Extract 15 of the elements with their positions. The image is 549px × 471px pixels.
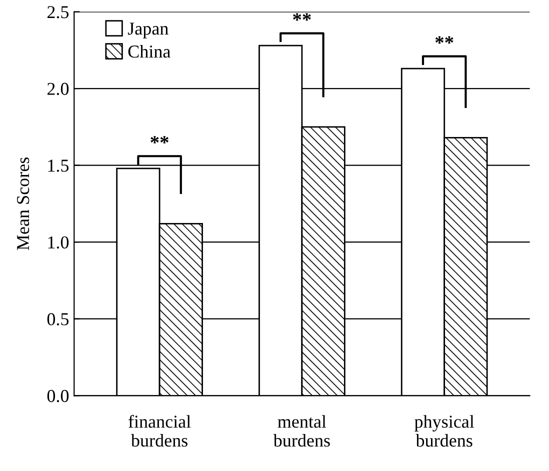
y-tick-label: 2.5 [47, 6, 69, 18]
y-tick-label: 0.5 [47, 313, 69, 326]
y-tick-label: 1.5 [48, 160, 69, 172]
y-tick-label: 0.0 [47, 390, 69, 402]
legend-label: Japan [128, 22, 168, 38]
x-tick-label: physical burdens [414, 415, 474, 447]
annotation: ** [150, 136, 168, 144]
y-axis-title: Mean Scores [16, 157, 30, 250]
legend-label: China [128, 44, 170, 58]
y-tick-label: 1.0 [48, 236, 69, 249]
y-tick-label: 2.0 [47, 82, 69, 96]
annotation: ** [435, 36, 454, 44]
annotation: ** [293, 13, 311, 21]
x-tick-label: mental burdens [273, 415, 330, 447]
x-tick-label: financial burdens [128, 414, 191, 447]
